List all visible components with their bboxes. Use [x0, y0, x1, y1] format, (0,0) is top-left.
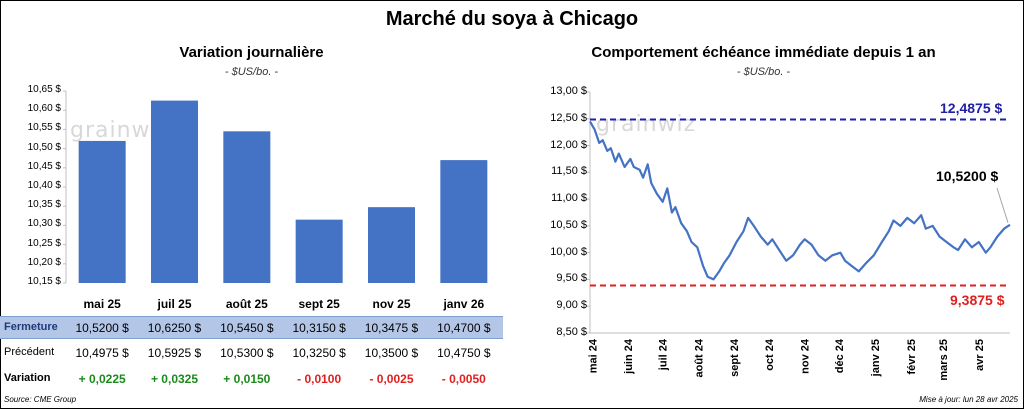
bar-category-label: janv 26	[443, 297, 485, 311]
bar	[368, 207, 415, 283]
high-value-label: 12,4875 $	[940, 100, 1003, 116]
table-cell: 10,5450 $	[220, 321, 274, 335]
bar-category-label: sept 25	[298, 297, 340, 311]
table-cell: 10,4975 $	[75, 346, 129, 360]
last-value-pointer	[996, 187, 1009, 223]
line-y-tick-label: 12,00 $	[550, 138, 587, 151]
table-cell: + 0,0150	[223, 372, 271, 386]
table-cell: 10,4700 $	[437, 321, 491, 335]
bar-y-tick-label: 10,45 $	[27, 160, 61, 172]
bar-y-tick-label: 10,35 $	[27, 199, 61, 211]
bar-y-tick-label: 10,55 $	[27, 122, 61, 134]
table-row-label: Variation	[4, 372, 51, 384]
table-cell: 10,6250 $	[147, 321, 202, 335]
table-cell: 10,3500 $	[364, 346, 419, 360]
line-chart: mai 24 juin 24 juil 24 août 24 sept 24 oct 24…	[587, 91, 1011, 381]
line-x-tick-label: févr 25	[906, 339, 918, 374]
bar-y-tick-label: 10,20 $	[27, 256, 61, 268]
line-y-tick-label: 11,00 $	[551, 192, 587, 205]
last-value-label: 10,5200 $	[936, 168, 999, 184]
bar-chart	[63, 90, 488, 284]
table-cell: + 0,0325	[150, 372, 199, 386]
bar-y-tick-label: 10,25 $	[27, 237, 61, 249]
bar	[223, 131, 271, 283]
line-x-tick-label: oct 24	[764, 338, 776, 371]
line-x-tick-label: avr 25	[974, 339, 986, 371]
bar-y-tick-label: 10,40 $	[27, 180, 61, 191]
table-cell: 10,4750 $	[437, 346, 491, 360]
bar	[151, 100, 198, 283]
table-row: Variation + 0,0225 + 0,0325 + 0,0150 - 0,010…	[0, 368, 503, 389]
line-y-tick-label: 8,50 $	[556, 326, 587, 338]
line-y-tick-label: 9,50 $	[556, 272, 587, 285]
bar-category-label: nov 25	[372, 297, 411, 311]
line-x-tick-label: mars 25	[938, 339, 950, 381]
update-note: Mise à jour: lun 28 avr 2025	[919, 395, 1018, 404]
bar-category-label: mai 25	[83, 297, 121, 311]
bar	[295, 219, 343, 283]
table-cell: 10,3475 $	[364, 321, 419, 335]
line-x-tick-label: nov 24	[800, 338, 812, 374]
table-cell: - 0,0025	[369, 372, 414, 386]
table-cell: - 0,0050	[441, 372, 486, 386]
table-row: Fermeture 10,5200 $ 10,6250 $ 10,5450 $ 10,3…	[0, 316, 503, 339]
line-x-tick-label: juil 24	[658, 338, 670, 371]
right-chart-title: Comportement échéance immédiate depuis 1…	[591, 44, 936, 61]
left-chart-title: Variation journalière	[179, 44, 324, 61]
bar-y-tick-label: 10,65 $	[27, 84, 61, 95]
table-cell: 10,5300 $	[220, 346, 274, 360]
right-chart-unit: - $US/bo. -	[736, 66, 791, 78]
line-x-tick-label: août 24	[693, 338, 705, 377]
bar-y-tick-label: 10,30 $	[27, 218, 61, 230]
bar-y-tick-label: 10,15 $	[27, 276, 61, 287]
table-row-label: Précédent	[4, 346, 55, 358]
low-value-label: 9,3875 $	[950, 292, 1005, 308]
line-y-tick-label: 11,50 $	[551, 165, 587, 178]
left-chart-unit: - $US/bo. -	[224, 66, 279, 78]
table-cell: 10,3250 $	[292, 346, 346, 360]
line-x-tick-label: sept 24	[729, 338, 741, 377]
bar-category-label: juil 25	[157, 297, 192, 311]
table-row-label: Fermeture	[4, 321, 58, 333]
price-series-line	[589, 120, 1011, 281]
table-cell: - 0,0100	[297, 372, 342, 386]
line-x-tick-label: mai 24	[587, 338, 599, 373]
bar-y-tick-label: 10,60 $	[27, 103, 61, 115]
line-x-tick-label: déc 24	[834, 338, 846, 373]
line-y-tick-label: 12,50 $	[550, 111, 587, 124]
source-note: Source: CME Group	[4, 395, 77, 404]
table-cell: 10,5200 $	[75, 321, 129, 335]
table-cell: 10,3150 $	[292, 321, 346, 335]
right-watermark: grainwiz	[596, 112, 697, 137]
line-x-tick-label: juin 24	[623, 338, 635, 375]
bar	[440, 160, 488, 283]
line-y-tick-label: 13,00 $	[550, 85, 587, 97]
table-cell: + 0,0225	[78, 372, 126, 386]
table-cell: 10,5925 $	[147, 346, 202, 360]
bar-category-label: août 25	[225, 297, 268, 311]
bar-y-tick-label: 10,50 $	[27, 141, 61, 153]
line-y-tick-label: 10,50 $	[550, 218, 587, 231]
line-y-tick-label: 10,00 $	[550, 245, 587, 258]
line-x-tick-label: janv 25	[870, 339, 882, 377]
bar	[78, 140, 126, 283]
line-y-tick-label: 9,00 $	[556, 299, 587, 312]
table-row: Précédent 10,4975 $ 10,5925 $ 10,5300 $ 10,3…	[0, 342, 503, 363]
page-title: Marché du soya à Chicago	[385, 8, 639, 30]
